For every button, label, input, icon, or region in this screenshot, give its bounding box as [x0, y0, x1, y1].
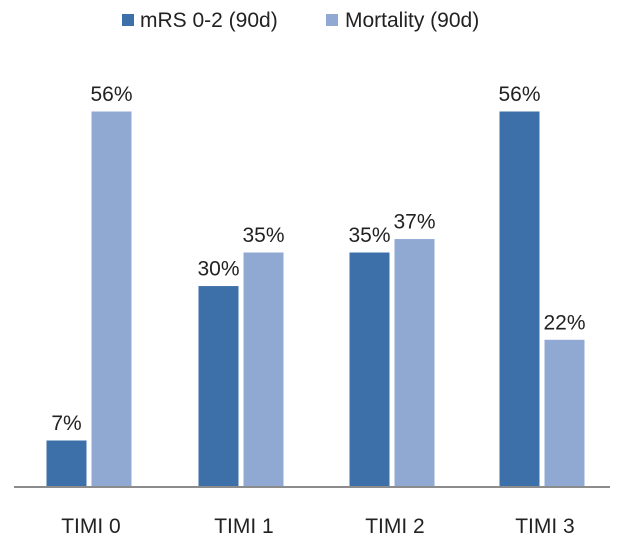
- x-tick-label-timi-1: TIMI 1: [214, 515, 274, 538]
- legend-swatch-series-2: [326, 14, 338, 26]
- data-label-timi-1-series-2: 35%: [242, 224, 284, 247]
- bar-timi-3-series-2: [543, 338, 586, 488]
- x-tick-label-timi-3: TIMI 3: [515, 515, 575, 538]
- bar-timi-0-series-2: [90, 110, 133, 488]
- legend: mRS 0-2 (90d) Mortality (90d): [122, 9, 479, 32]
- bars: [45, 110, 586, 488]
- bar-timi-1-series-2: [242, 251, 285, 488]
- data-labels: 7%56%30%35% 35%37%56%22%: [51, 83, 585, 435]
- legend-label-series-2: Mortality (90d): [345, 9, 479, 32]
- bar-timi-1-series-1: [197, 285, 240, 488]
- x-tick-labels: TIMI 0 TIMI 1 TIMI 2 TIMI 3: [61, 515, 575, 538]
- legend-label-series-1: mRS 0-2 (90d): [140, 9, 278, 32]
- x-tick-label-timi-2: TIMI 2: [365, 515, 425, 538]
- data-label-timi-0-series-1: 7%: [51, 412, 81, 435]
- data-label-timi-0-series-2: 56%: [90, 83, 132, 106]
- data-label-timi-2-series-2: 37%: [393, 211, 435, 234]
- data-label-timi-3-series-1: 56%: [498, 83, 540, 106]
- bar-timi-2-series-1: [348, 251, 391, 488]
- bar-timi-0-series-1: [45, 439, 88, 488]
- data-label-timi-1-series-1: 30%: [197, 258, 239, 281]
- x-tick-label-timi-0: TIMI 0: [61, 515, 121, 538]
- legend-swatch-series-1: [122, 14, 134, 26]
- bar-timi-2-series-2: [393, 238, 436, 488]
- data-label-timi-2-series-1: 35%: [348, 224, 390, 247]
- data-label-timi-3-series-2: 22%: [543, 311, 585, 334]
- bar-timi-3-series-1: [498, 110, 541, 488]
